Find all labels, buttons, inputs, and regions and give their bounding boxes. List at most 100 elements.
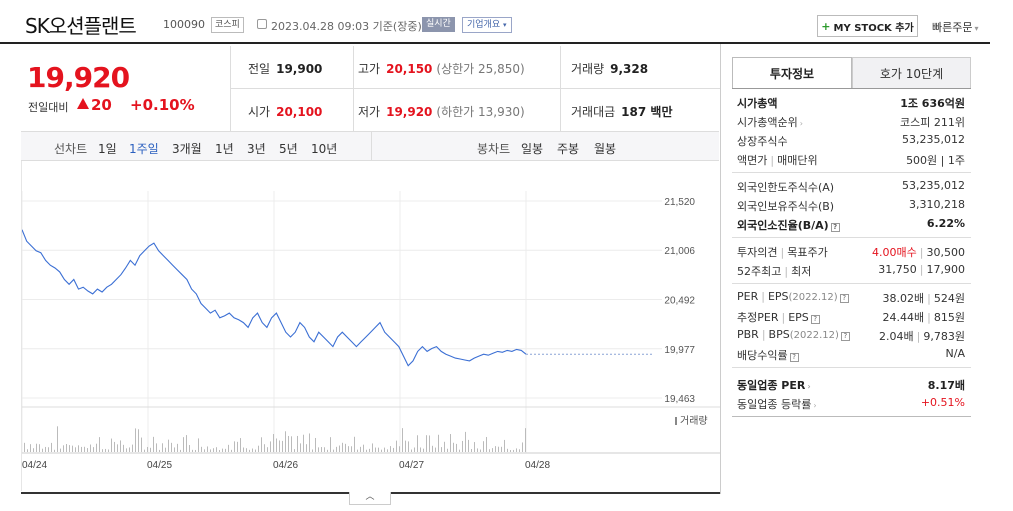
help-icon[interactable]: ? (810, 315, 820, 324)
volume-bar (243, 447, 244, 452)
opinion-value: 4.00매수 (872, 246, 917, 259)
volume-bar (495, 446, 496, 452)
plus-icon: + (821, 19, 831, 33)
chevron-down-icon: ▾ (974, 24, 979, 33)
y-tick-label: 20,492 (664, 295, 695, 306)
mystock-label: MY STOCK 추가 (833, 22, 914, 34)
quick-order-button[interactable]: 빠른주문 ▾ (932, 19, 979, 35)
period-3y[interactable]: 3년 (247, 142, 266, 156)
period-1w[interactable]: 1주일 (129, 142, 159, 156)
volume-bar (321, 447, 322, 452)
volume-bar (312, 449, 313, 452)
mystock-add-button[interactable]: + MY STOCK 추가 (817, 15, 918, 37)
volume-bar (30, 444, 31, 452)
industry-change-label: 동일업종 등락률 (737, 398, 812, 411)
period-3m[interactable]: 3개월 (172, 142, 202, 156)
pbr-bps-label: PBR | BPS(2022.12)? (737, 328, 850, 341)
volume-bar (477, 448, 478, 452)
volume-bar (363, 444, 364, 452)
collapse-chart-button[interactable]: ︿ (349, 492, 391, 505)
volume-bar (399, 446, 400, 452)
volume-bar (183, 437, 184, 452)
volume-bar (252, 448, 253, 452)
volume-bar (402, 428, 403, 452)
quote-open-value: 20,100 (276, 105, 323, 119)
volume-bar (258, 445, 259, 452)
y-tick-label: 21,006 (664, 246, 695, 257)
volume-bar (291, 436, 292, 452)
volume-bar (486, 436, 487, 452)
candle-weekly[interactable]: 주봉 (557, 142, 580, 156)
volume-bar (135, 428, 136, 452)
volume-bar (87, 448, 88, 452)
volume-bar (411, 449, 412, 452)
eps-value: 524원 (933, 292, 965, 305)
help-icon[interactable]: ? (839, 294, 849, 303)
volume-bar (141, 437, 142, 452)
quote-upper-limit: (상한가 25,850) (436, 62, 525, 76)
quote-volume-value: 9,328 (610, 62, 649, 76)
foreign-rate-label: 외국인소진율(B/A) (737, 219, 829, 232)
volume-bar (441, 447, 442, 452)
volume-bar (219, 449, 220, 452)
volume-bar (27, 449, 28, 452)
volume-bar (510, 449, 511, 452)
opinion-target-label: 투자의견 | 목표주가 (737, 246, 828, 259)
realtime-badge[interactable]: 실시간 (422, 17, 455, 32)
tab-investment-info[interactable]: 투자정보 (732, 57, 852, 89)
prev-compare-label: 전일대비 (28, 101, 69, 114)
est-eps-value: 815원 (933, 311, 965, 324)
market-badge: 코스피 (211, 17, 244, 33)
volume-bar (267, 447, 268, 452)
industry-per-link[interactable]: 동일업종 PER › (737, 377, 811, 393)
volume-bar (66, 444, 67, 452)
foreign-group: 외국인한도주식수(A) 53,235,012 외국인보유주식수(B) 3,310,2… (732, 173, 971, 238)
volume-bar (423, 448, 424, 452)
volume-bar (378, 447, 379, 452)
unit-label: 매매단위 (777, 154, 818, 167)
stock-name: SK오션플랜트 (25, 14, 137, 38)
candle-daily[interactable]: 일봉 (521, 142, 544, 156)
period-5y[interactable]: 5년 (279, 142, 298, 156)
target-label: 목표주가 (787, 246, 828, 259)
volume-bar (381, 449, 382, 452)
company-overview-dropdown[interactable]: 기업개요 ▾ (462, 17, 512, 33)
industry-group: 동일업종 PER › 8.17배 동일업종 등락률 › +0.51% (732, 368, 971, 417)
market-cap-rank-link[interactable]: 시가총액순위 › (737, 114, 803, 130)
eps-label: EPS (767, 290, 789, 303)
volume-bar (462, 440, 463, 452)
shares-value: 53,235,012 (902, 133, 965, 146)
rank-label: 시가총액순위 (737, 116, 798, 129)
investment-panel: 투자정보 호가 10단계 시가총액 1조 636억원 시가총액순위 › 코스피 211… (720, 44, 982, 494)
help-icon[interactable]: ? (789, 353, 799, 362)
volume-bar (234, 441, 235, 452)
price-change: 20 (91, 96, 112, 114)
period-1d[interactable]: 1일 (98, 142, 117, 156)
quote-low-value: 19,920 (386, 105, 433, 119)
quote-low-label: 저가 (358, 105, 381, 119)
volume-bar (210, 449, 211, 452)
price-line (22, 229, 527, 367)
volume-bar (192, 449, 193, 452)
period-1y[interactable]: 1년 (215, 142, 234, 156)
foreign-limit-label: 외국인한도주식수(A) (737, 181, 835, 194)
volume-bar (456, 443, 457, 452)
volume-bar (480, 449, 481, 452)
volume-bar (342, 442, 343, 452)
volume-bar (387, 449, 388, 452)
quick-order-label: 빠른주문 (932, 21, 973, 34)
candle-monthly[interactable]: 월봉 (594, 142, 617, 156)
volume-bar (156, 443, 157, 452)
price-chart: 21,520 21,006 20,492 19,977 19,463 04/24 04/25… (21, 161, 720, 491)
volume-bar (417, 435, 418, 452)
volume-bar (501, 446, 502, 452)
volume-bar (273, 434, 274, 452)
period-10y[interactable]: 10년 (311, 142, 338, 156)
volume-bar (198, 438, 199, 452)
tab-orderbook[interactable]: 호가 10단계 (852, 57, 971, 89)
help-icon[interactable]: ? (840, 332, 850, 341)
industry-change-link[interactable]: 동일업종 등락률 › (737, 396, 817, 412)
help-icon[interactable]: ? (830, 223, 840, 232)
volume-bar (504, 439, 505, 452)
volume-bar (195, 449, 196, 452)
